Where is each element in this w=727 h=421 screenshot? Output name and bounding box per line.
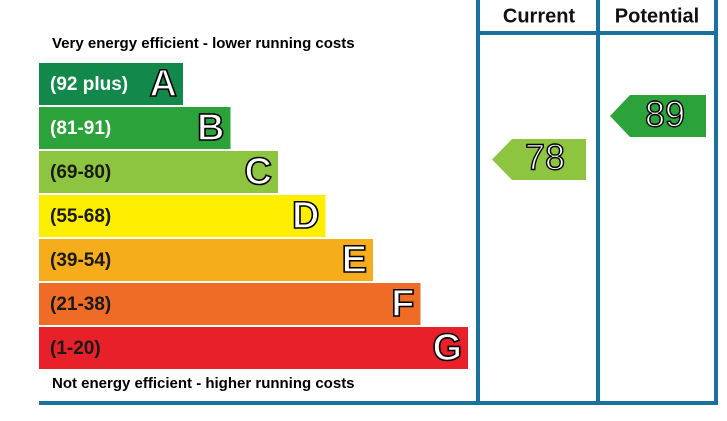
potential-arrow: [610, 95, 706, 137]
band-bar: [39, 283, 421, 325]
band-range: (1-20): [50, 338, 101, 359]
band-range: (69-80): [50, 162, 111, 183]
band-letter: G: [432, 327, 462, 369]
column-header: Current: [503, 5, 576, 27]
band-letter: D: [292, 195, 319, 237]
current-arrow: [492, 139, 586, 180]
band-bar: [39, 151, 278, 193]
band-bar: [39, 63, 183, 105]
band-letter: B: [197, 107, 224, 149]
band-letter: E: [342, 239, 367, 281]
band-range: (92 plus): [50, 74, 128, 95]
band-bar: [39, 327, 468, 369]
band-range: (39-54): [50, 250, 111, 271]
band-range: (21-38): [50, 294, 111, 315]
bottom-note: Not energy efficient - higher running co…: [52, 375, 355, 392]
top-note: Very energy efficient - lower running co…: [52, 35, 355, 52]
band-bar: [39, 107, 231, 149]
band-letter: A: [150, 63, 177, 105]
band-bar: [39, 239, 373, 281]
column-header: Potential: [615, 5, 699, 27]
bands: (92 plus) A (81-91) B (69-80) C (55-68) D (39-54…: [39, 62, 468, 370]
band-bar: [39, 195, 326, 237]
current-score: 78: [525, 137, 565, 178]
band-letter: C: [245, 151, 272, 193]
band-range: (55-68): [50, 206, 111, 227]
band-letter: F: [391, 283, 414, 325]
band-range: (81-91): [50, 118, 111, 139]
potential-score: 89: [645, 94, 685, 135]
